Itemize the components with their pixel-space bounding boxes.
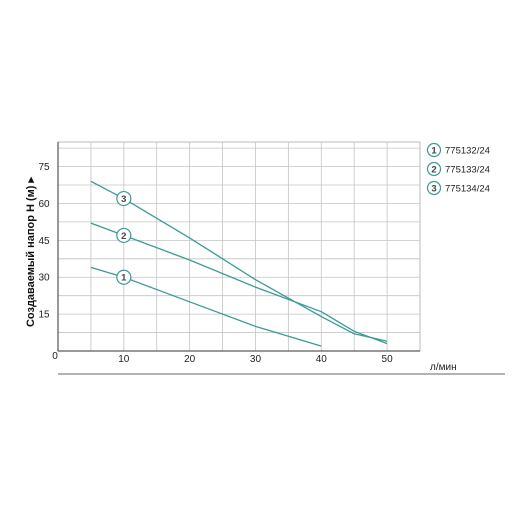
y-axis-label: Создаваемый напор H (м) ▸	[25, 176, 37, 327]
y-tick-label: 60	[38, 199, 50, 210]
series-badge-label: 3	[121, 194, 126, 205]
legend-badge-label: 2	[431, 165, 436, 176]
x-tick-label: 30	[250, 354, 262, 365]
series-badge-label: 1	[121, 273, 127, 284]
series-badge-2	[116, 227, 132, 244]
series-line-3	[90, 180, 388, 342]
x-tick-labels: 10 20 30 40 50	[118, 354, 393, 365]
series-lines	[90, 180, 388, 347]
x-tick-label: 10	[118, 354, 130, 365]
x-tick-label: 40	[316, 354, 328, 365]
legend-badge-label: 1	[431, 146, 437, 157]
series-line-2	[90, 222, 388, 345]
y-tick-label: 30	[38, 273, 50, 284]
y-tick-label: 45	[38, 236, 50, 247]
series-badges: 1 2 3	[116, 190, 132, 285]
legend-badge	[426, 161, 442, 177]
legend-badge	[426, 142, 442, 158]
series-line-1	[90, 266, 322, 347]
x-tick-label: 20	[184, 354, 196, 365]
legend-badge	[426, 180, 442, 196]
series-badge-3	[116, 190, 132, 207]
y-tick-label: 75	[38, 162, 50, 173]
x-axis-label: л/мин	[430, 362, 457, 373]
axes	[57, 142, 505, 375]
legend-item-label: 775133/24	[445, 165, 490, 176]
legend-item-label: 775134/24	[445, 184, 490, 195]
legend-item-label: 775132/24	[445, 146, 490, 157]
series-badge-label: 2	[121, 231, 126, 242]
legend-badge-label: 3	[431, 184, 436, 195]
y-tick-labels: 15 30 45 60 75	[38, 162, 50, 321]
series-badge-1	[116, 269, 132, 285]
legend: 1 775132/24 2 775133/24 3 775134/24	[426, 142, 490, 196]
y-tick-label: 15	[38, 310, 50, 321]
x-origin-label: 0	[52, 351, 58, 362]
grid	[57, 141, 421, 352]
x-tick-label: 50	[382, 354, 394, 365]
